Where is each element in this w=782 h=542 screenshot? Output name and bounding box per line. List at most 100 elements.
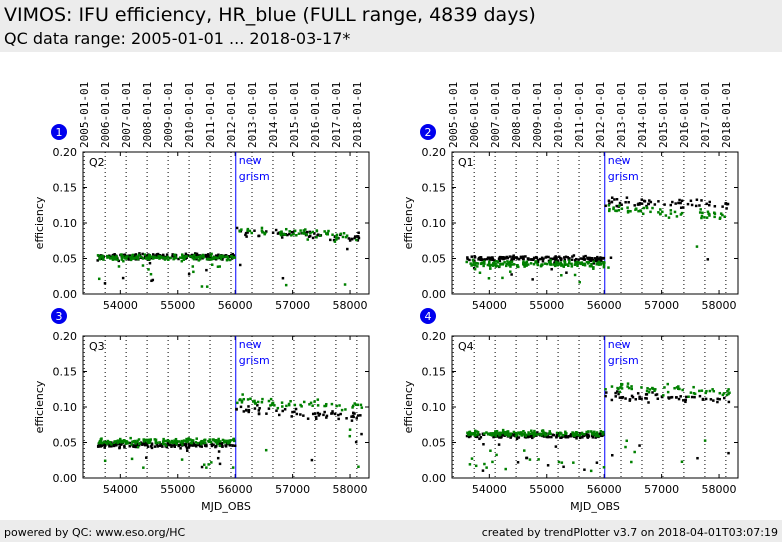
- data-point-green: [510, 260, 514, 263]
- data-point-black: [670, 395, 674, 399]
- data-point-black: [563, 258, 567, 262]
- data-point-black: [605, 391, 608, 394]
- x-tick-label: 58000: [702, 483, 737, 496]
- data-point-black: [97, 443, 101, 447]
- data-point-green: [522, 260, 525, 263]
- data-point-green: [651, 387, 655, 390]
- data-point-black: [184, 443, 188, 446]
- data-point-green: [116, 439, 120, 442]
- data-point-black: [193, 444, 197, 447]
- data-point-black: [206, 256, 209, 259]
- date-tick-label: 2006-01-01: [468, 82, 481, 148]
- data-point-black: [638, 444, 641, 447]
- data-point-black: [108, 254, 111, 257]
- data-point-black: [679, 201, 682, 205]
- data-point-black: [579, 257, 582, 260]
- data-point-black: [573, 259, 577, 262]
- data-point-green: [122, 259, 125, 263]
- data-point-green: [667, 216, 671, 219]
- data-point-black: [598, 432, 602, 436]
- x-tick-label: 54000: [472, 483, 507, 496]
- data-point-black: [114, 444, 118, 447]
- footer-created-by: created by trendPlotter v3.7 on 2018-04-…: [481, 526, 778, 539]
- data-point-black: [265, 230, 268, 233]
- data-point-green: [480, 262, 483, 266]
- data-point-black: [640, 397, 643, 400]
- data-point-black: [630, 394, 634, 398]
- data-point-black: [503, 256, 506, 259]
- data-point-black: [232, 254, 236, 257]
- data-point-green: [155, 256, 159, 259]
- data-point-black: [306, 417, 310, 420]
- data-point-green: [587, 261, 590, 264]
- date-tick-label: 2012-01-01: [225, 82, 238, 148]
- data-point-green: [180, 253, 184, 256]
- data-point-green: [590, 262, 593, 266]
- data-point-black: [512, 254, 515, 257]
- data-point-black: [491, 257, 495, 261]
- data-point-black: [586, 257, 590, 260]
- data-point-black: [704, 397, 708, 401]
- data-point-green: [340, 408, 344, 412]
- data-point-black: [724, 202, 727, 205]
- data-point-black: [188, 444, 191, 448]
- data-point-black: [690, 203, 694, 207]
- data-point-green: [695, 245, 699, 248]
- data-point-green: [692, 385, 695, 389]
- data-point-green: [539, 264, 543, 268]
- data-point-green: [614, 209, 617, 212]
- data-point-black: [583, 468, 586, 471]
- data-point-black: [275, 409, 278, 412]
- annotation-text: grism: [239, 170, 270, 183]
- data-point-black: [150, 446, 154, 450]
- x-tick-label: 54000: [472, 299, 507, 312]
- data-point-black: [549, 257, 552, 260]
- data-point-green: [159, 256, 162, 260]
- data-point-black: [628, 399, 632, 402]
- data-point-black: [680, 199, 684, 203]
- data-point-green: [148, 256, 151, 259]
- y-tick-label: 0.15: [53, 366, 78, 379]
- data-point-black: [554, 259, 557, 262]
- data-point-black: [253, 407, 257, 410]
- data-point-black: [581, 436, 584, 439]
- data-point-green: [524, 434, 528, 438]
- data-point-green: [616, 386, 619, 390]
- data-point-green: [132, 257, 136, 260]
- data-point-green: [325, 232, 328, 235]
- data-point-green: [544, 262, 547, 265]
- data-point-green: [475, 262, 478, 265]
- data-point-green: [680, 211, 684, 215]
- data-point-black: [491, 256, 494, 259]
- data-point-green: [664, 214, 668, 217]
- data-point-green: [267, 399, 271, 403]
- data-point-black: [686, 202, 690, 206]
- data-point-green: [593, 432, 596, 435]
- data-point-green: [470, 457, 474, 460]
- data-point-green: [495, 453, 498, 457]
- data-point-black: [604, 204, 607, 208]
- data-point-black: [586, 435, 589, 438]
- data-point-green: [153, 438, 157, 441]
- annotation-text: grism: [239, 354, 270, 367]
- data-point-black: [238, 263, 242, 267]
- data-point-black: [499, 435, 502, 439]
- panel-badge: [420, 308, 436, 324]
- data-point-black: [671, 200, 674, 204]
- data-point-green: [166, 255, 169, 259]
- data-point-green: [207, 439, 210, 443]
- data-point-black: [281, 276, 285, 280]
- data-point-black: [531, 278, 534, 281]
- data-point-black: [695, 198, 699, 202]
- page-title: VIMOS: IFU efficiency, HR_blue (FULL ran…: [4, 4, 536, 26]
- data-point-black: [572, 254, 576, 257]
- data-point-black: [640, 198, 644, 201]
- data-point-green: [169, 441, 172, 444]
- y-tick-label: 0.00: [53, 288, 78, 301]
- y-tick-label: 0.15: [422, 366, 447, 379]
- data-point-black: [112, 444, 116, 448]
- data-point-black: [582, 255, 585, 258]
- data-point-green: [205, 285, 209, 288]
- x-tick-label: 55000: [160, 299, 195, 312]
- data-point-green: [232, 438, 235, 441]
